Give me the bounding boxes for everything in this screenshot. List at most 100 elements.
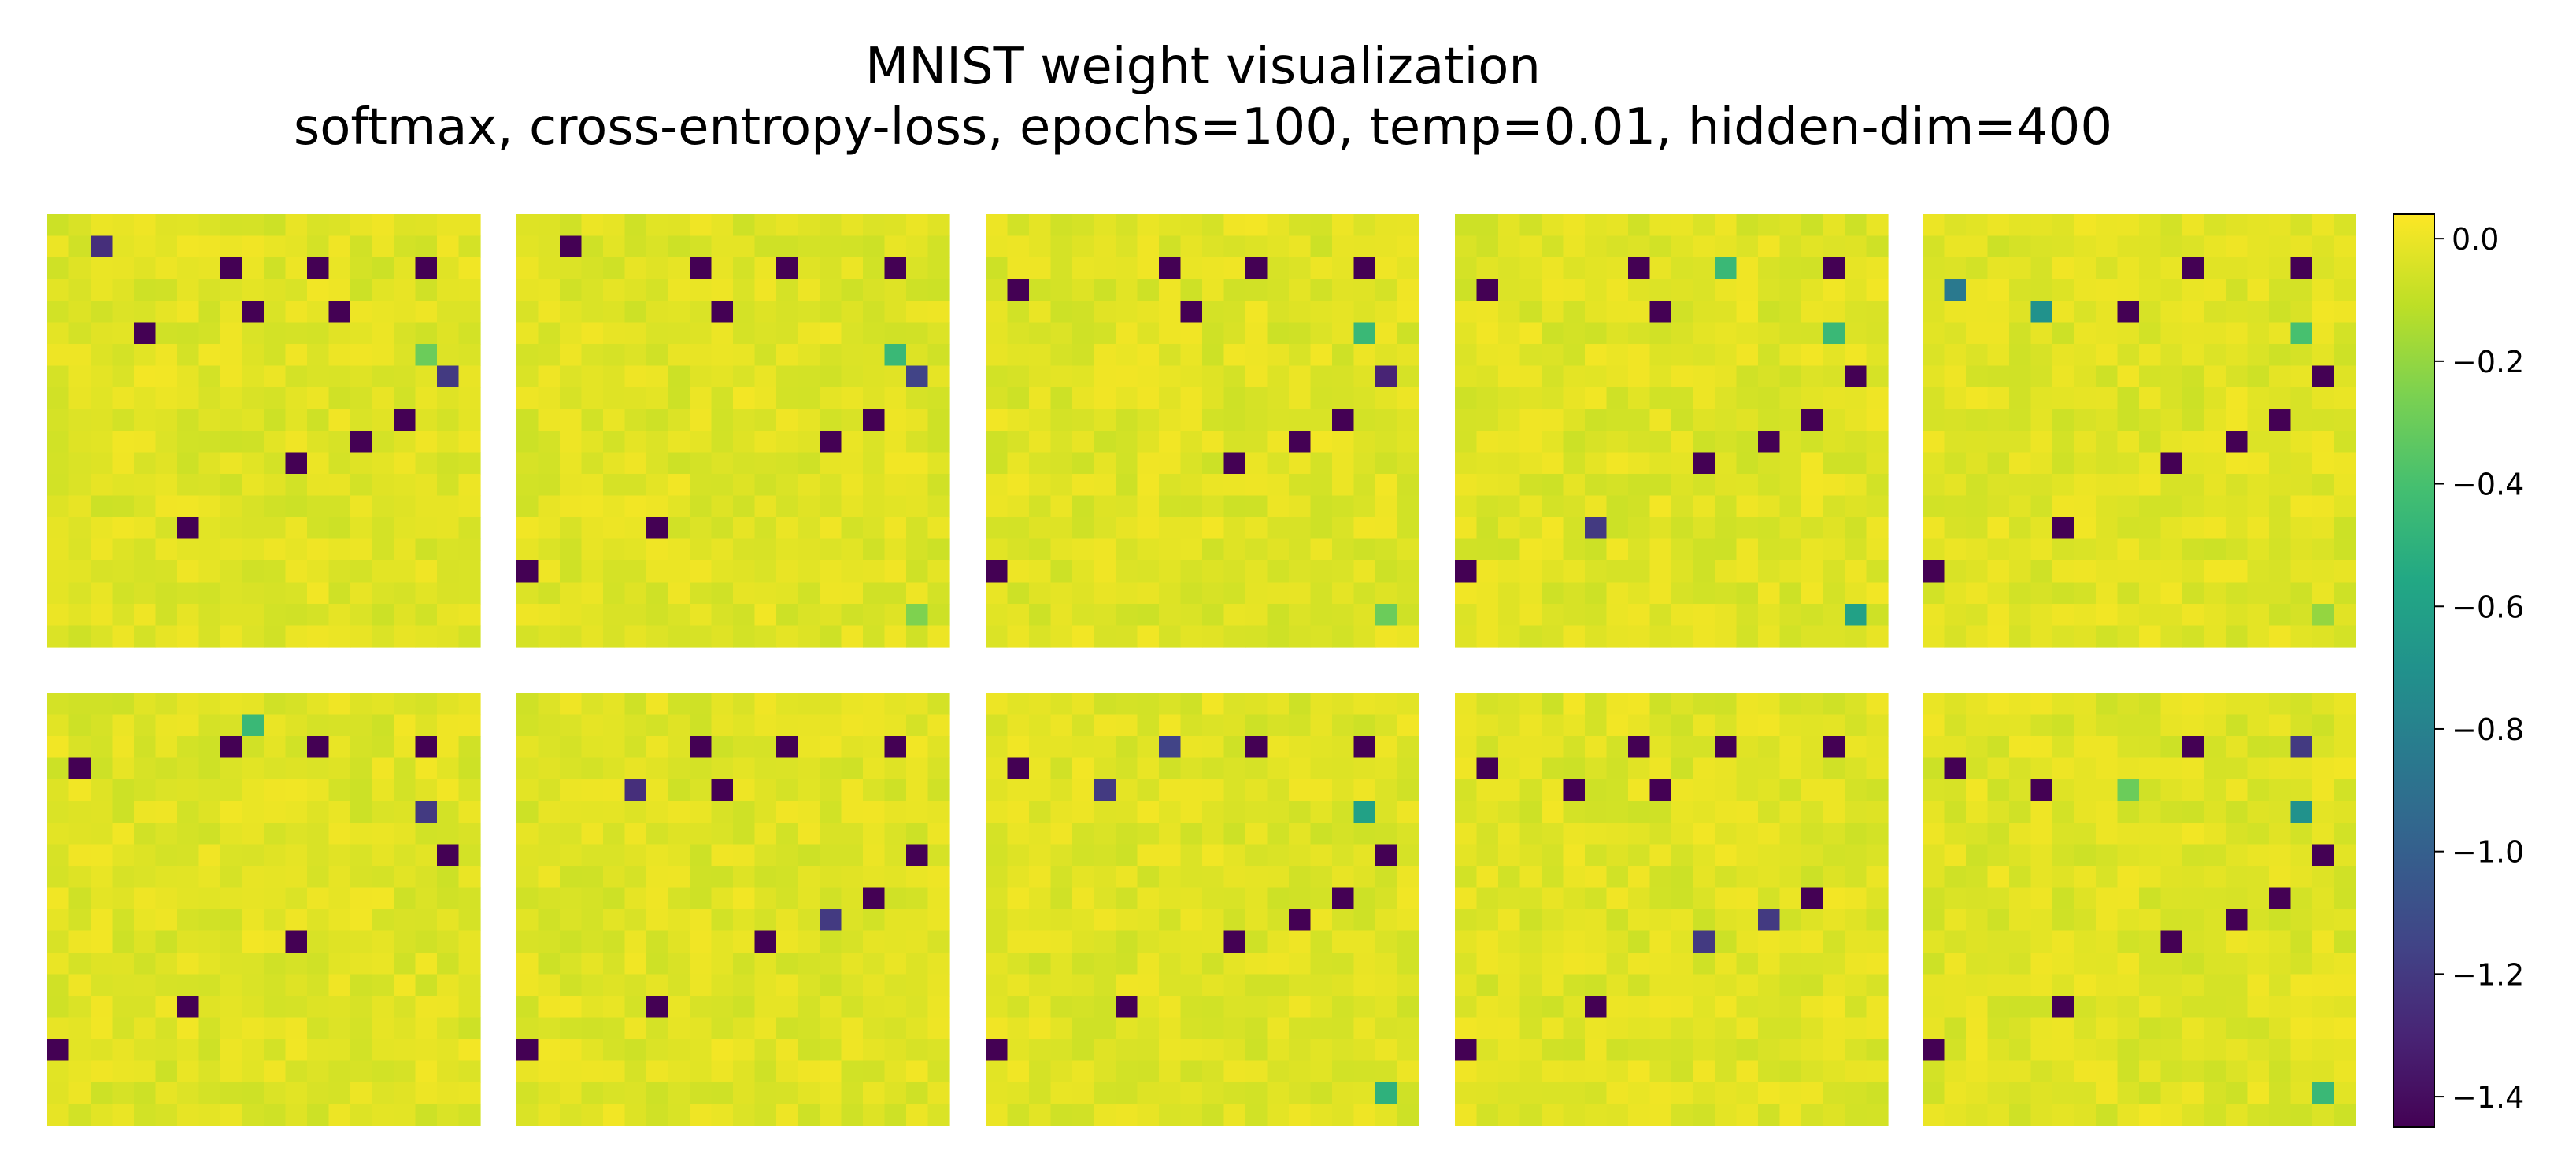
heatmap-cell — [2009, 517, 2032, 540]
heatmap-cell — [1944, 387, 1967, 410]
heatmap-cell — [1029, 538, 1052, 561]
heatmap-cell — [350, 538, 373, 561]
heatmap-cell — [2247, 736, 2270, 759]
heatmap-cell — [220, 953, 243, 975]
heatmap-cell — [328, 517, 351, 540]
heatmap-cell — [112, 604, 135, 627]
heatmap-cell — [1137, 930, 1160, 953]
heatmap-cell — [1202, 344, 1225, 367]
heatmap-cell — [603, 474, 626, 497]
heatmap-cell — [1072, 322, 1095, 345]
heatmap-cell — [220, 693, 243, 716]
heatmap-cell — [1223, 344, 1246, 367]
heatmap-cell — [1693, 953, 1715, 975]
heatmap-cell — [2074, 779, 2097, 802]
heatmap-cell — [1966, 693, 1989, 716]
heatmap-cell — [1628, 801, 1651, 823]
heatmap-cell — [1223, 866, 1246, 889]
heatmap-cell — [220, 344, 243, 367]
heatmap-cell — [986, 953, 1009, 975]
heatmap-cell — [1585, 431, 1608, 453]
heatmap-cell — [690, 823, 712, 845]
heatmap-cell — [177, 517, 200, 540]
heatmap-cell — [1353, 930, 1376, 953]
heatmap-cell — [415, 257, 438, 280]
heatmap-cell — [711, 495, 734, 518]
heatmap-cell — [1779, 1104, 1802, 1126]
heatmap-cell — [2160, 714, 2183, 737]
heatmap-cell — [668, 953, 690, 975]
heatmap-cell — [1736, 801, 1759, 823]
heatmap-cell — [690, 693, 712, 716]
heatmap-cell — [798, 365, 820, 388]
heatmap-cell — [668, 844, 690, 867]
heatmap-cell — [646, 322, 669, 345]
heatmap-cell — [1223, 1017, 1246, 1040]
heatmap-cell — [68, 1082, 91, 1105]
heatmap-cell — [560, 1039, 583, 1062]
heatmap-cell — [1923, 974, 1945, 997]
heatmap-cell — [624, 517, 647, 540]
heatmap-cell — [1736, 844, 1759, 867]
heatmap-cell — [516, 625, 539, 648]
heatmap-cell — [516, 714, 539, 737]
heatmap-cell — [220, 736, 243, 759]
heatmap-cell — [1585, 1017, 1608, 1040]
heatmap-cell — [884, 322, 907, 345]
heatmap-cell — [1758, 736, 1781, 759]
heatmap-cell — [1606, 452, 1629, 475]
heatmap-cell — [242, 823, 265, 845]
heatmap-cell — [841, 257, 864, 280]
heatmap-cell — [1029, 604, 1052, 627]
heatmap-cell — [2204, 801, 2226, 823]
heatmap-cell — [242, 1104, 265, 1126]
heatmap-cell — [820, 736, 842, 759]
heatmap-cell — [754, 625, 777, 648]
heatmap-cell — [798, 1039, 820, 1062]
heatmap-cell — [841, 909, 864, 932]
heatmap-cell — [1845, 365, 1867, 388]
heatmap-cell — [1944, 474, 1967, 497]
heatmap-cell — [1094, 1039, 1116, 1062]
heatmap-cell — [1223, 495, 1246, 518]
heatmap-cell — [1628, 1060, 1651, 1083]
heatmap-cell — [1050, 625, 1073, 648]
heatmap-cell — [2312, 452, 2335, 475]
heatmap-cell — [2139, 604, 2162, 627]
heatmap-cell — [242, 1039, 265, 1062]
heatmap-cell — [1671, 909, 1694, 932]
heatmap-cell — [372, 996, 394, 1019]
heatmap-cell — [603, 714, 626, 737]
heatmap-cell — [2052, 279, 2075, 301]
heatmap-cell — [1180, 538, 1203, 561]
heatmap-cell — [1375, 560, 1398, 583]
heatmap-cell — [1375, 887, 1398, 910]
heatmap-cell — [1693, 736, 1715, 759]
heatmap-cell — [668, 409, 690, 431]
heatmap-cell — [927, 757, 950, 780]
heatmap-cell — [2290, 974, 2313, 997]
heatmap-cell — [198, 257, 221, 280]
heatmap-cell — [624, 344, 647, 367]
heatmap-cell — [1310, 344, 1333, 367]
heatmap-cell — [1606, 431, 1629, 453]
heatmap-cell — [47, 235, 70, 258]
heatmap-cell — [264, 823, 287, 845]
heatmap-cell — [307, 322, 330, 345]
heatmap-cell — [1944, 1017, 1967, 1040]
heatmap-cell — [1736, 344, 1759, 367]
heatmap-cell — [1944, 322, 1967, 345]
heatmap-cell — [603, 909, 626, 932]
heatmap-cell — [906, 452, 929, 475]
heatmap-cell — [1476, 909, 1499, 932]
heatmap-cell — [437, 1082, 460, 1105]
heatmap-cell — [198, 474, 221, 497]
heatmap-cell — [1397, 757, 1419, 780]
heatmap-cell — [538, 604, 561, 627]
heatmap-cell — [1944, 538, 1967, 561]
heatmap-cell — [841, 365, 864, 388]
heatmap-cell — [2096, 736, 2119, 759]
heatmap-cell — [264, 344, 287, 367]
heatmap-cell — [2052, 560, 2075, 583]
heatmap-cell — [415, 495, 438, 518]
